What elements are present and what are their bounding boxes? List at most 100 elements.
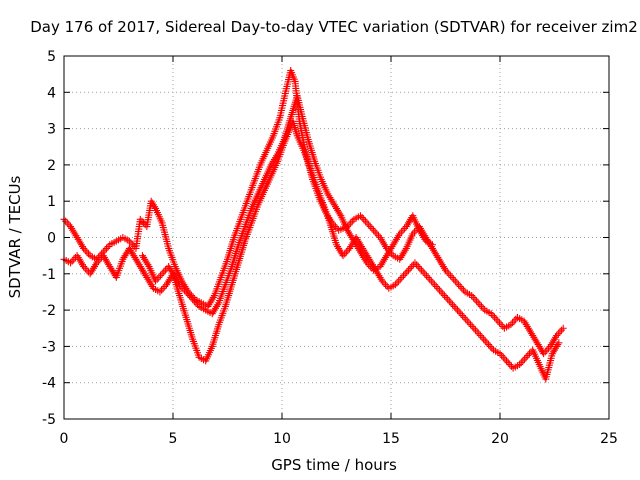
x-tick-label: 15 <box>382 431 400 447</box>
data-point-interp <box>333 224 341 232</box>
data-point-interp <box>492 315 500 323</box>
data-point-interp <box>507 362 515 370</box>
data-point-interp <box>399 226 407 234</box>
data-point-interp <box>406 264 414 272</box>
data-point-interp <box>401 270 409 278</box>
data-point <box>448 273 456 281</box>
y-tick-label: 5 <box>47 49 56 65</box>
data-point-interp <box>426 275 434 283</box>
data-point-interp <box>556 328 564 336</box>
data-point-interp <box>422 272 430 280</box>
data-point-interp <box>524 351 532 359</box>
data-point-interp <box>140 219 148 227</box>
data-point-interp <box>458 312 466 320</box>
y-tick-label: -5 <box>42 412 56 428</box>
data-point-interp <box>455 308 463 316</box>
data-point-interp <box>103 244 111 252</box>
data-point-interp <box>160 268 168 276</box>
data-point-interp <box>473 328 481 336</box>
data-point-interp <box>155 273 163 281</box>
data-point-interp <box>432 283 440 291</box>
data-point-interp <box>416 264 424 272</box>
data-point-interp <box>451 277 459 285</box>
data-point <box>431 281 439 289</box>
data-point-interp <box>495 319 503 327</box>
data-point-interp <box>104 243 112 251</box>
x-tick-label: 0 <box>60 431 69 447</box>
data-point <box>476 332 484 340</box>
data-point-interp <box>413 261 421 269</box>
data-point-interp <box>450 275 458 283</box>
data-point-interp <box>62 217 70 225</box>
data-point-interp <box>488 344 496 352</box>
x-tick-label: 25 <box>600 431 618 447</box>
chart-title: Day 176 of 2017, Sidereal Day-to-day VTE… <box>30 18 638 36</box>
data-point-interp <box>481 337 489 345</box>
data-point-interp <box>68 257 76 265</box>
data-point-interp <box>452 304 460 312</box>
data-point-interp <box>85 250 93 258</box>
data-point-interp <box>468 322 476 330</box>
data-point-interp <box>491 313 499 321</box>
y-tick-label: -2 <box>42 303 56 319</box>
data-point-interp <box>521 355 529 363</box>
data-point-interp <box>471 326 479 334</box>
data-point-interp <box>63 219 71 227</box>
data-point <box>503 357 511 365</box>
data-point-interp <box>480 335 488 343</box>
data-point-interp <box>393 279 401 287</box>
series-3 <box>138 92 436 318</box>
data-point-interp <box>403 268 411 276</box>
data-point <box>470 324 478 332</box>
data-point-interp <box>512 315 520 323</box>
data-marks <box>60 67 567 383</box>
data-point-interp <box>373 230 381 238</box>
y-tick-label: -3 <box>42 339 56 355</box>
data-point-interp <box>383 283 391 291</box>
data-point-interp <box>395 277 403 285</box>
data-point-interp <box>421 270 429 278</box>
data-point <box>457 310 465 318</box>
y-tick-label: 3 <box>47 122 56 138</box>
data-point-interp <box>371 228 379 236</box>
data-point-interp <box>471 295 479 303</box>
data-point-interp <box>485 341 493 349</box>
data-point-interp <box>476 301 484 309</box>
series-1 <box>60 67 567 358</box>
data-point-interp <box>519 357 527 365</box>
data-point-interp <box>442 293 450 301</box>
data-point <box>424 273 432 281</box>
data-point-interp <box>460 313 468 321</box>
x-tick-label: 10 <box>273 431 291 447</box>
data-point-interp <box>543 346 551 354</box>
data-point <box>363 219 371 227</box>
axis-ticks: 0 5 10 15 20 25 -5 -4 -3 -2 -1 0 1 2 3 4 5 <box>42 49 618 447</box>
data-point-interp <box>499 353 507 361</box>
data-point-interp <box>436 286 444 294</box>
data-point <box>158 270 166 278</box>
data-point <box>404 266 412 274</box>
data-point <box>463 317 471 325</box>
data-point <box>444 295 452 303</box>
data-point-interp <box>396 275 404 283</box>
data-point-interp <box>456 283 464 291</box>
data-point-interp <box>445 270 453 278</box>
data-point-interp <box>101 246 109 254</box>
data-point-interp <box>348 217 356 225</box>
data-point-interp <box>361 217 369 225</box>
data-point-interp <box>489 312 497 320</box>
data-point <box>450 302 458 310</box>
data-point-interp <box>462 315 470 323</box>
data-point <box>494 317 502 325</box>
data-point-interp <box>366 223 374 231</box>
data-point <box>398 273 406 281</box>
data-point-interp <box>517 359 525 367</box>
data-point-interp <box>509 319 517 327</box>
data-point <box>483 339 491 347</box>
data-point-interp <box>429 279 437 287</box>
data-point <box>474 299 482 307</box>
data-point-interp <box>486 342 494 350</box>
data-point-interp <box>158 286 166 294</box>
x-axis-label: GPS time / hours <box>271 456 397 474</box>
